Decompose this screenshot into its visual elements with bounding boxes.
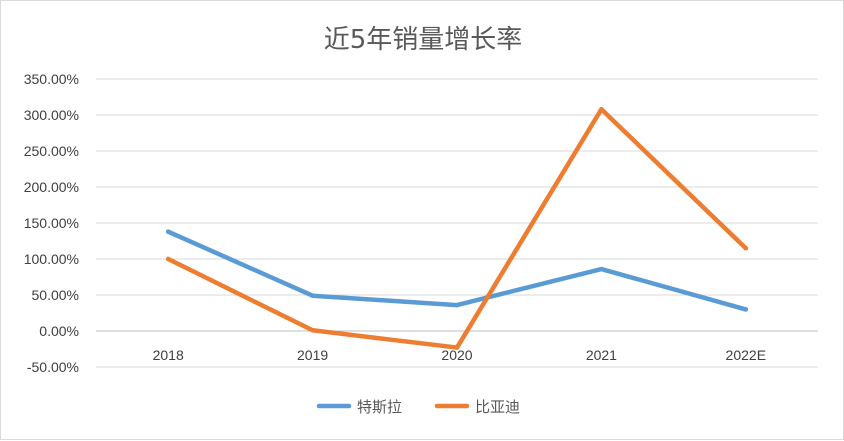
data-point [454, 302, 460, 308]
data-point [743, 307, 749, 312]
x-axis-ticks: 2018 2019 2020 2021 2022E [153, 347, 766, 363]
y-tick-label: 250.00% [24, 143, 79, 159]
series-line-1 [165, 229, 749, 312]
y-tick-label: 150.00% [24, 215, 79, 231]
legend-label: 比亚迪 [475, 398, 520, 416]
x-tick-label: 2021 [586, 347, 617, 363]
y-tick-label: 200.00% [24, 179, 79, 195]
data-point [310, 293, 315, 298]
y-tick-label: -50.00% [27, 359, 79, 375]
legend: 特斯拉 比亚迪 [316, 398, 520, 416]
y-tick-label: 300.00% [24, 107, 79, 123]
data-point [165, 229, 171, 234]
y-axis-ticks: 350.00% 300.00% 250.00% 200.00% 150.00% 100.0… [24, 71, 79, 375]
x-tick-label: 2022E [726, 347, 766, 363]
y-tick-label: 50.00% [32, 287, 79, 303]
gridlines [96, 78, 818, 368]
legend-item-2: 比亚迪 [434, 398, 520, 416]
y-tick-label: 0.00% [39, 323, 79, 339]
data-point [310, 328, 315, 333]
legend-item-1: 特斯拉 [316, 398, 402, 416]
x-tick-label: 2018 [153, 347, 184, 363]
series-line-2 [165, 106, 749, 350]
series-lines [165, 106, 749, 350]
data-point [599, 266, 604, 272]
data-point [165, 256, 171, 262]
data-point [454, 345, 460, 350]
data-point [743, 245, 749, 251]
x-tick-label: 2020 [441, 347, 472, 363]
y-tick-label: 100.00% [24, 251, 79, 267]
data-point [599, 106, 604, 112]
y-tick-label: 350.00% [24, 71, 79, 87]
x-tick-label: 2019 [297, 347, 328, 363]
chart-title: 近5年销量增长率 [324, 25, 523, 55]
legend-label: 特斯拉 [357, 398, 402, 416]
